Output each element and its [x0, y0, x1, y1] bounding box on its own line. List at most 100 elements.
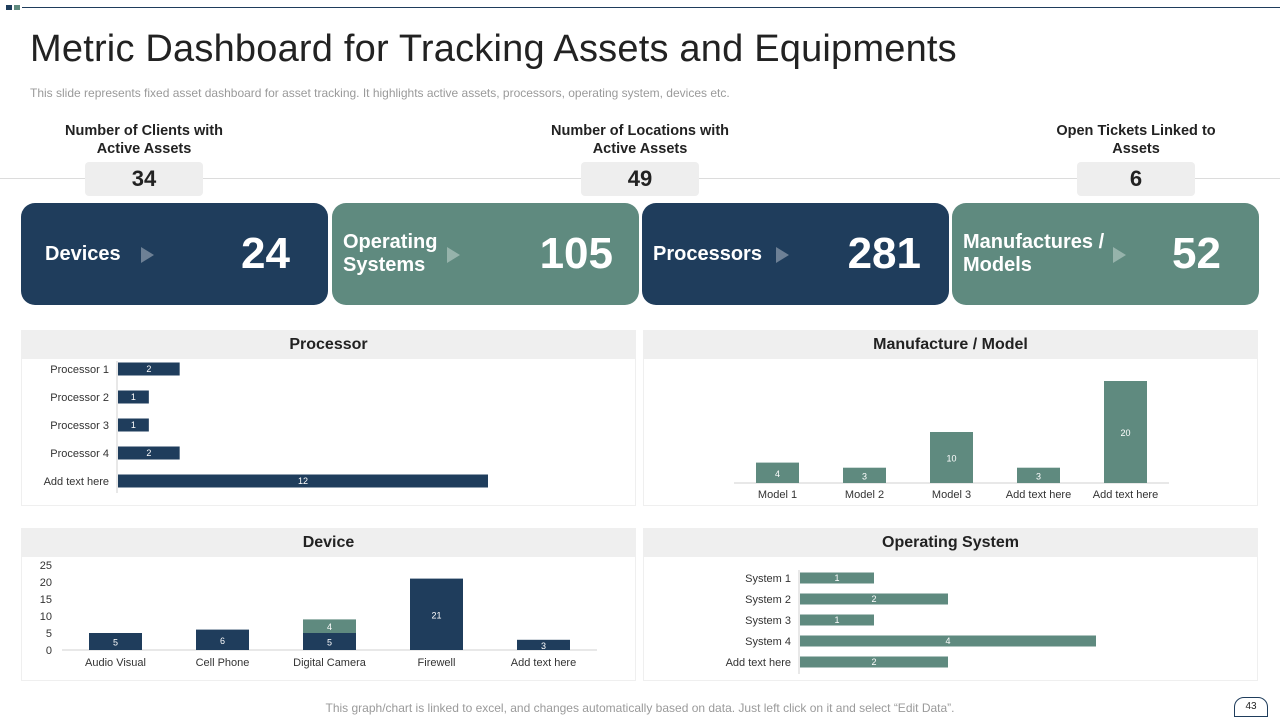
- bar: [118, 362, 180, 376]
- category-label: Processor 3: [50, 420, 109, 432]
- data-label: 2: [146, 448, 151, 458]
- stat-locations-value: 49: [581, 162, 699, 196]
- stat-tickets: Open Tickets Linked to Assets 6: [1026, 122, 1246, 196]
- manufacture-chart[interactable]: 4 Model 1 3 Model 2 10 Model 3 3 Add text here 2…: [644, 359, 1257, 505]
- device-chart[interactable]: 0 5 10 15 20 25 5 Audio Visual 6 Cell Phone 5 4 Digi…: [22, 557, 635, 680]
- category-label: Audio Visual: [85, 657, 146, 669]
- bar: [800, 635, 1096, 647]
- page-subtitle: This slide represents fixed asset dashbo…: [30, 86, 730, 100]
- decor-square-navy: [6, 5, 12, 10]
- bar: [1104, 381, 1147, 483]
- card-processors-label: Processors: [653, 242, 762, 265]
- card-manufactures-value: 52: [1172, 229, 1221, 278]
- category-label: Add text here: [726, 657, 791, 669]
- processor-chart[interactable]: Processor 1 2 Processor 2 1 Processor 3 1 Proc…: [22, 359, 635, 505]
- tick-label: 20: [40, 577, 52, 589]
- play-arrow-icon: [776, 247, 789, 263]
- os-panel: Operating System System 1 1 System 2 2 Syste…: [643, 528, 1258, 681]
- card-manufactures-label: Manufactures / Models: [963, 231, 1105, 276]
- category-label: Firewell: [418, 657, 456, 669]
- device-panel: Device 0 5 10 15 20 25 5 Audio Visual 6 Cell Phon…: [21, 528, 636, 681]
- play-arrow-icon: [447, 247, 460, 263]
- bar: [517, 639, 570, 650]
- category-label: Model 3: [932, 489, 971, 501]
- category-label: System 3: [745, 615, 791, 627]
- manufacture-chart-title: Manufacture / Model: [644, 331, 1257, 359]
- bar: [410, 578, 463, 650]
- processor-panel: Processor Processor 1 2 Processor 2 1 Proces…: [21, 330, 636, 506]
- bar: [800, 614, 874, 626]
- bar: [118, 474, 488, 488]
- card-devices-label: Devices: [45, 242, 121, 265]
- category-label: Add text here: [44, 476, 109, 488]
- data-label: 5: [327, 638, 332, 648]
- tick-label: 0: [46, 645, 52, 657]
- data-label: 4: [775, 469, 780, 479]
- bar: [118, 418, 149, 432]
- data-label: 21: [431, 610, 441, 620]
- data-label: 3: [541, 641, 546, 651]
- data-label: 1: [834, 615, 839, 625]
- data-label: 1: [131, 392, 136, 402]
- bar: [118, 446, 180, 460]
- card-os-value: 105: [539, 229, 613, 278]
- data-label: 1: [131, 420, 136, 430]
- play-arrow-icon: [1113, 247, 1126, 263]
- category-label: Cell Phone: [196, 657, 250, 669]
- category-label: Model 2: [845, 489, 884, 501]
- card-processors[interactable]: Processors 281: [642, 203, 949, 305]
- stat-clients: Number of Clients with Active Assets 34: [34, 122, 254, 196]
- stat-clients-value: 34: [85, 162, 203, 196]
- tick-label: 10: [40, 611, 52, 623]
- data-label: 2: [871, 657, 876, 667]
- bar: [303, 619, 356, 633]
- bar: [303, 633, 356, 650]
- stat-locations: Number of Locations with Active Assets 4…: [530, 122, 750, 196]
- manufacture-panel: Manufacture / Model 4 Model 1 3 Model 2 10 Mo…: [643, 330, 1258, 506]
- bar: [118, 390, 149, 404]
- processor-chart-title: Processor: [22, 331, 635, 359]
- data-label: 4: [327, 622, 332, 632]
- category-label: System 4: [745, 636, 791, 648]
- data-label: 6: [220, 636, 225, 646]
- top-divider: [22, 7, 1280, 8]
- data-label: 5: [113, 638, 118, 648]
- stat-tickets-value: 6: [1077, 162, 1195, 196]
- category-label: Processor 2: [50, 392, 109, 404]
- category-label: Digital Camera: [293, 657, 367, 669]
- bar: [800, 656, 948, 668]
- data-label: 2: [146, 364, 151, 374]
- card-devices-value: 24: [241, 229, 290, 278]
- page-title: Metric Dashboard for Tracking Assets and…: [30, 28, 957, 70]
- card-os-label: Operating Systems: [343, 231, 438, 276]
- decor-square-teal: [14, 5, 20, 10]
- os-chart[interactable]: System 1 1 System 2 2 System 3 1 System 4 4 Add …: [644, 557, 1257, 680]
- bar: [800, 572, 874, 584]
- device-chart-title: Device: [22, 529, 635, 557]
- os-chart-title: Operating System: [644, 529, 1257, 557]
- category-label: Add text here: [511, 657, 576, 669]
- bar: [800, 593, 948, 605]
- category-label: Add text here: [1093, 489, 1158, 501]
- card-operating-systems[interactable]: Operating Systems 105: [332, 203, 639, 305]
- bar: [756, 462, 799, 483]
- data-label: 3: [1036, 471, 1041, 481]
- page-number: 43: [1234, 697, 1268, 717]
- category-label: Model 1: [758, 489, 797, 501]
- data-label: 3: [862, 471, 867, 481]
- data-label: 4: [945, 636, 950, 646]
- data-label: 20: [1120, 428, 1130, 438]
- stat-clients-label: Number of Clients with Active Assets: [65, 123, 223, 157]
- stat-tickets-label: Open Tickets Linked to Assets: [1056, 123, 1216, 157]
- category-label: Processor 1: [50, 364, 109, 376]
- card-manufactures[interactable]: Manufactures / Models 52: [952, 203, 1259, 305]
- data-label: 1: [834, 573, 839, 583]
- play-arrow-icon: [141, 247, 154, 263]
- stat-locations-label: Number of Locations with Active Assets: [550, 123, 730, 157]
- tick-label: 5: [46, 628, 52, 640]
- category-label: System 2: [745, 594, 791, 606]
- data-label: 10: [946, 454, 956, 464]
- tick-label: 25: [40, 560, 52, 572]
- category-label: Processor 4: [50, 448, 109, 460]
- card-devices[interactable]: Devices 24: [21, 203, 328, 305]
